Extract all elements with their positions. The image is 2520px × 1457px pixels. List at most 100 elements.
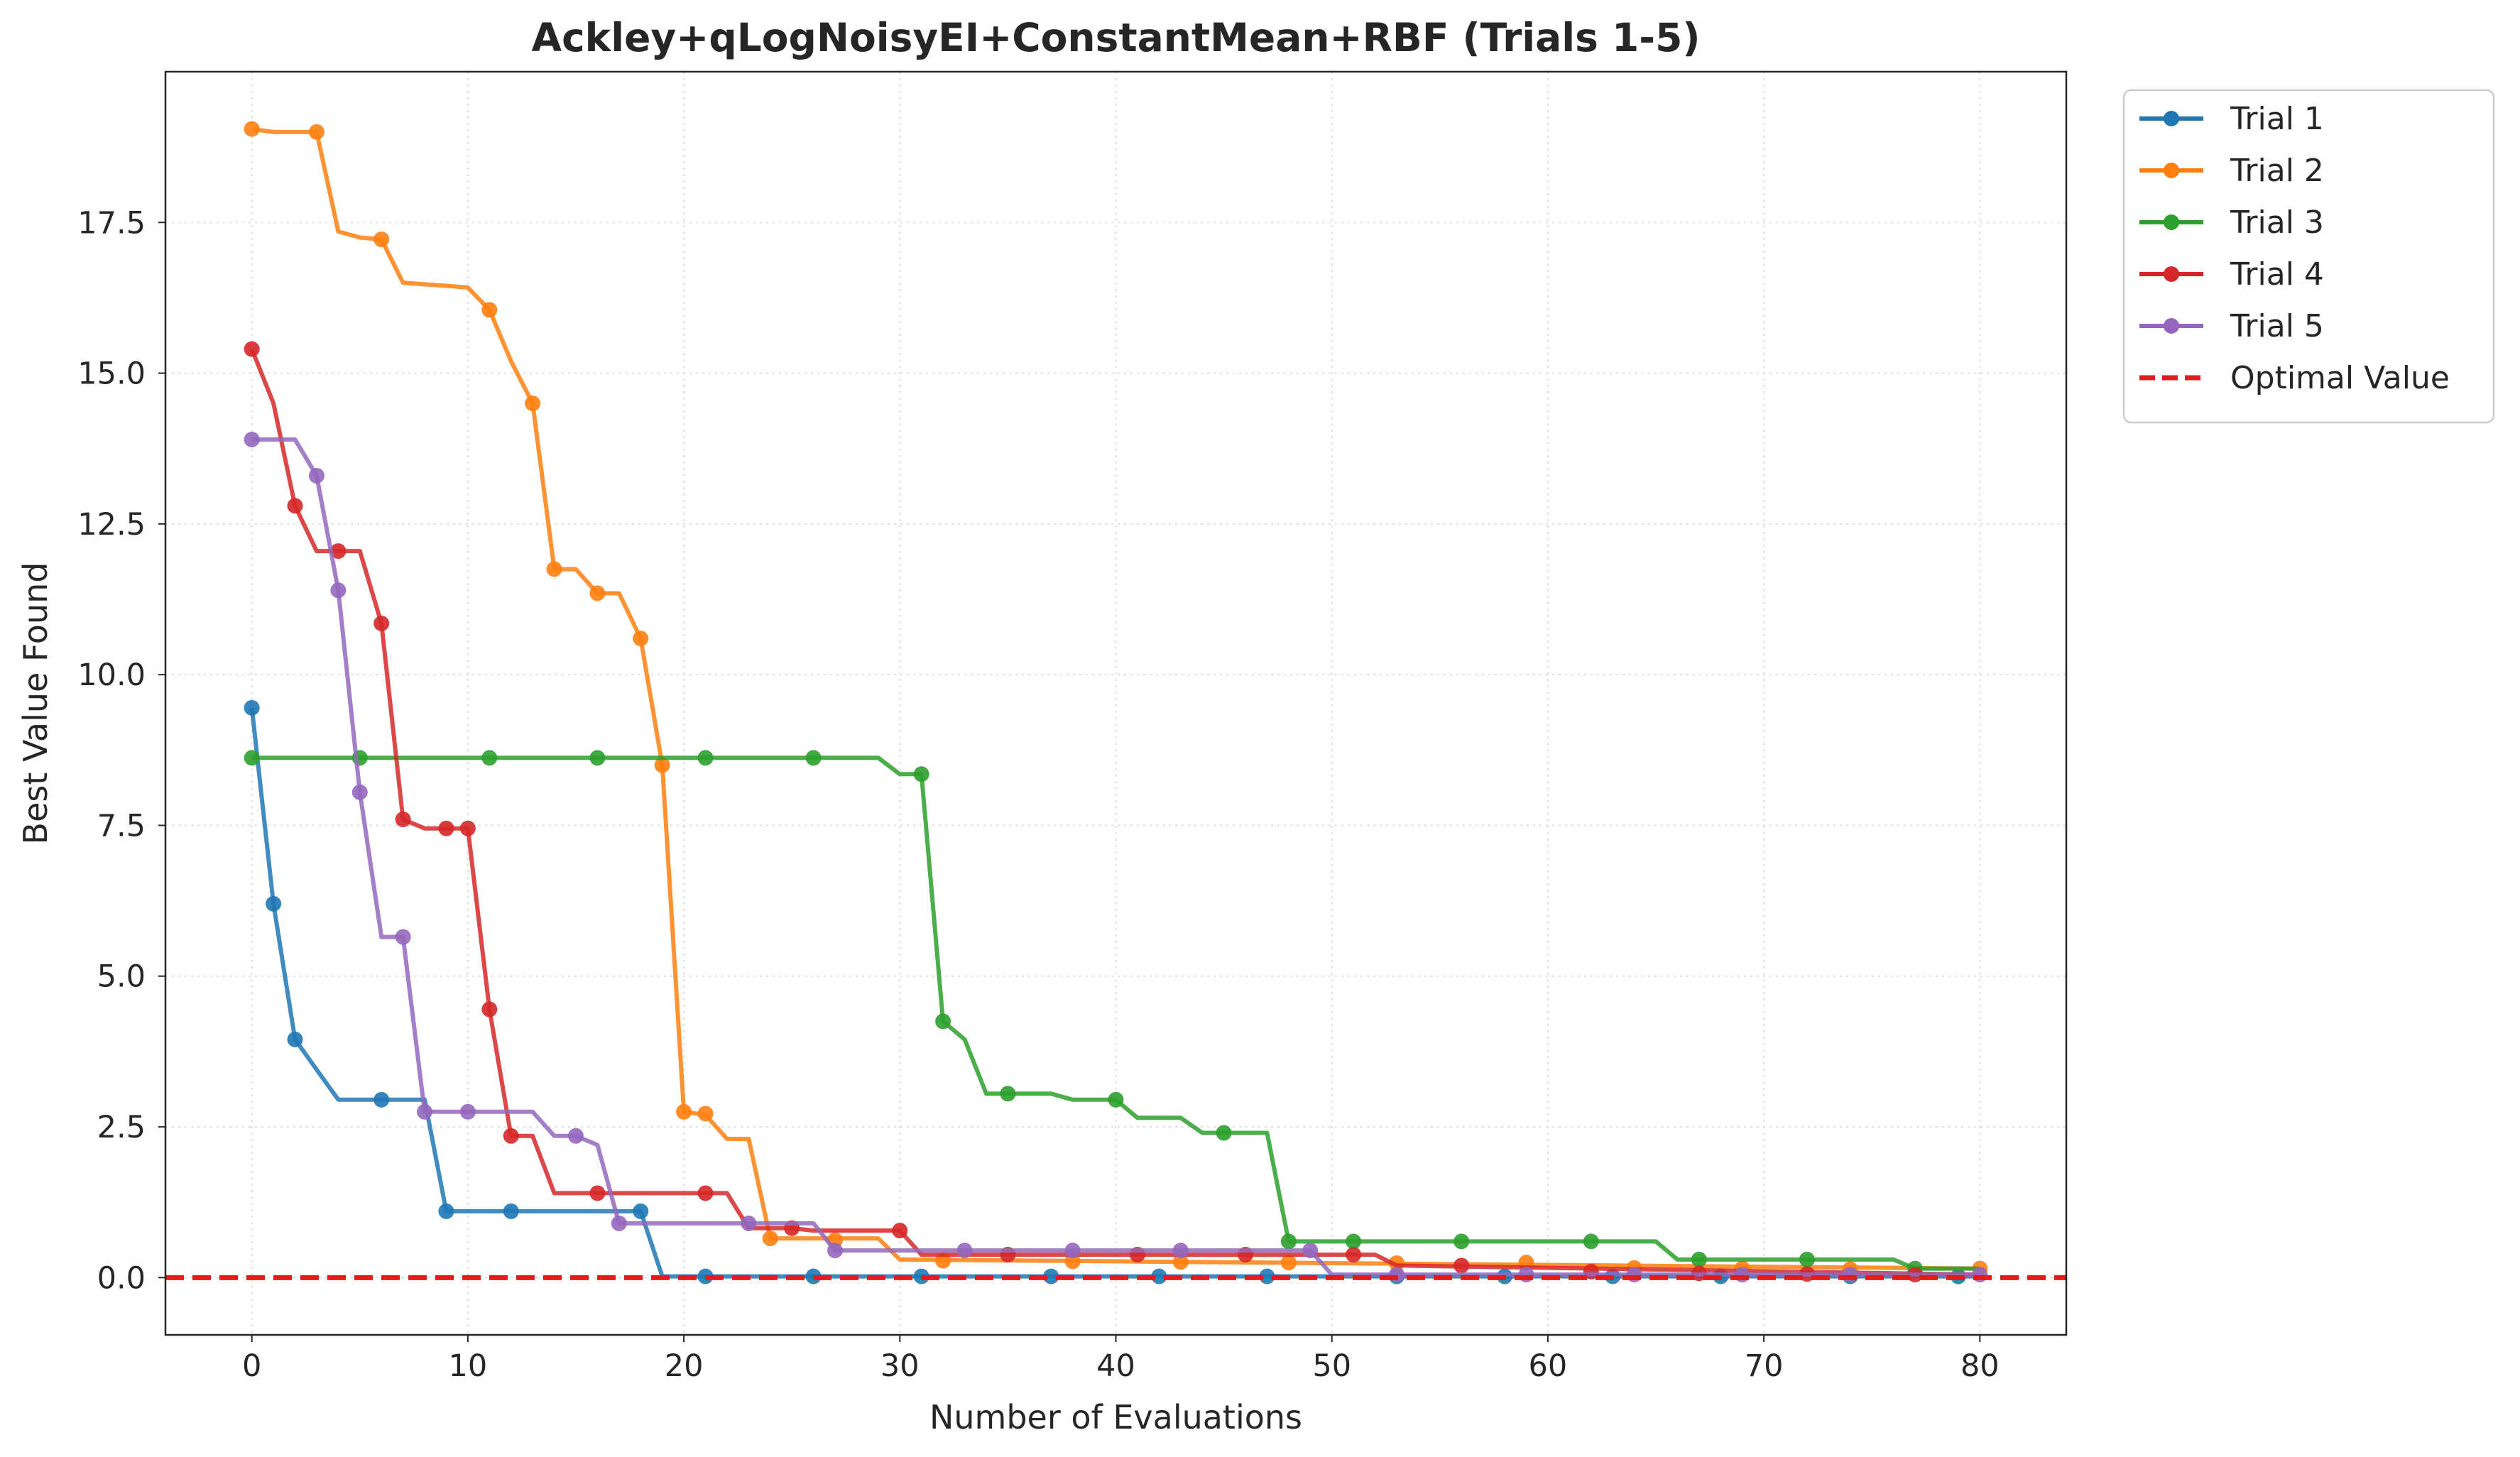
data-point-trial-2 — [676, 1103, 692, 1120]
data-point-trial-4 — [697, 1185, 714, 1201]
data-point-trial-1 — [633, 1203, 649, 1219]
y-tick-label: 2.5 — [97, 1110, 146, 1145]
data-point-trial-2 — [525, 395, 541, 412]
legend: Trial 1 Trial 2 Trial 3 Trial 4 Trial 5 Optim… — [2122, 89, 2495, 424]
data-point-trial-3 — [589, 750, 606, 766]
data-point-trial-4 — [373, 615, 390, 631]
data-point-trial-5 — [741, 1215, 757, 1231]
data-point-trial-5 — [1172, 1243, 1189, 1259]
data-point-trial-2 — [244, 121, 260, 137]
data-point-trial-2 — [546, 561, 562, 577]
data-point-trial-5 — [351, 784, 368, 800]
series-trial-4 — [244, 341, 1980, 1283]
data-point-trial-4 — [287, 498, 303, 514]
data-point-trial-1 — [266, 895, 282, 912]
data-point-trial-5 — [395, 929, 411, 945]
x-tick-label: 60 — [1529, 1348, 1568, 1384]
data-point-trial-1 — [1151, 1268, 1167, 1284]
legend-marker-trial-1 — [2164, 111, 2179, 126]
data-point-trial-4 — [1453, 1257, 1470, 1274]
data-point-trial-2 — [697, 1106, 714, 1122]
data-point-trial-4 — [892, 1223, 908, 1239]
data-point-trial-1 — [1259, 1268, 1275, 1284]
data-point-trial-3 — [805, 750, 822, 766]
data-point-trial-3 — [1000, 1086, 1016, 1102]
data-point-trial-2 — [589, 585, 606, 601]
legend-label-trial-3: Trial 3 — [2230, 204, 2324, 241]
data-point-trial-3 — [1799, 1251, 1815, 1267]
data-point-trial-2 — [633, 631, 649, 647]
x-axis-ticks: 0 10 20 30 40 50 60 70 80 — [242, 1335, 2000, 1384]
x-tick-label: 10 — [449, 1348, 488, 1384]
legend-marker-trial-4 — [2164, 266, 2179, 282]
data-point-trial-3 — [1583, 1233, 1599, 1250]
data-point-trial-4 — [1346, 1247, 1362, 1263]
legend-label-trial-4: Trial 4 — [2230, 256, 2324, 293]
data-point-trial-3 — [1216, 1125, 1232, 1141]
data-point-trial-4 — [395, 811, 411, 827]
legend-marker-trial-2 — [2164, 163, 2179, 178]
y-tick-label: 7.5 — [97, 808, 146, 844]
y-tick-label: 10.0 — [77, 657, 146, 693]
data-point-trial-3 — [1346, 1233, 1362, 1250]
series-trial-3 — [244, 750, 1980, 1277]
data-point-trial-3 — [913, 766, 929, 782]
data-point-trial-1 — [438, 1203, 454, 1219]
x-tick-label: 80 — [1960, 1348, 2000, 1384]
data-point-trial-3 — [481, 750, 498, 766]
legend-marker-trial-3 — [2164, 214, 2179, 230]
data-point-trial-5 — [417, 1103, 433, 1120]
x-axis-label: Number of Evaluations — [929, 1398, 1302, 1436]
data-point-trial-5 — [567, 1128, 584, 1144]
data-point-trial-3 — [1280, 1233, 1297, 1250]
x-tick-label: 20 — [665, 1348, 704, 1384]
data-point-trial-5 — [308, 467, 324, 484]
data-point-trial-5 — [827, 1243, 844, 1259]
data-point-trial-5 — [459, 1103, 476, 1120]
data-point-trial-3 — [1108, 1091, 1124, 1108]
data-point-trial-2 — [654, 757, 670, 773]
data-point-trial-3 — [697, 750, 714, 766]
series-trial-1 — [244, 699, 1980, 1284]
x-tick-label: 70 — [1745, 1348, 1784, 1384]
data-point-trial-4 — [481, 1001, 498, 1017]
data-point-trial-4 — [244, 341, 260, 357]
x-tick-label: 30 — [880, 1348, 920, 1384]
x-tick-label: 40 — [1096, 1348, 1135, 1384]
data-point-trial-3 — [1691, 1251, 1707, 1267]
x-tick-label: 50 — [1312, 1348, 1351, 1384]
legend-label-trial-1: Trial 1 — [2230, 101, 2324, 137]
legend-box — [2122, 89, 2495, 424]
data-point-trial-1 — [1043, 1268, 1059, 1284]
legend-label-trial-2: Trial 2 — [2230, 153, 2324, 189]
data-point-trial-2 — [762, 1230, 778, 1247]
data-point-trial-2 — [308, 124, 324, 140]
data-point-trial-3 — [935, 1013, 951, 1030]
data-point-trial-5 — [1302, 1243, 1319, 1259]
data-point-trial-5 — [330, 582, 347, 599]
series-line-trial-5 — [251, 437, 1980, 1277]
data-point-trial-2 — [373, 231, 390, 248]
y-axis-ticks: 0.0 2.5 5.0 7.5 10.0 12.5 15.0 17.5 — [77, 205, 165, 1296]
series-line-trial-2 — [251, 126, 1980, 1271]
y-tick-label: 12.5 — [77, 507, 146, 542]
data-point-trial-4 — [589, 1185, 606, 1201]
y-tick-label: 0.0 — [97, 1260, 146, 1296]
data-point-trial-1 — [287, 1031, 303, 1047]
x-tick-label: 0 — [242, 1348, 261, 1384]
data-point-trial-2 — [1064, 1253, 1081, 1270]
legend-label-trial-5: Trial 5 — [2230, 308, 2324, 344]
data-point-trial-4 — [438, 820, 454, 836]
data-point-trial-5 — [1064, 1243, 1081, 1259]
data-point-trial-2 — [1280, 1255, 1297, 1271]
data-point-trial-1 — [244, 699, 260, 716]
data-point-trial-4 — [503, 1128, 519, 1144]
data-point-trial-5 — [611, 1215, 627, 1231]
data-point-trial-4 — [459, 820, 476, 836]
y-axis-label: Best Value Found — [16, 562, 55, 845]
series-line-trial-3 — [251, 755, 1980, 1271]
data-point-trial-1 — [373, 1091, 390, 1108]
y-tick-label: 17.5 — [77, 205, 146, 241]
